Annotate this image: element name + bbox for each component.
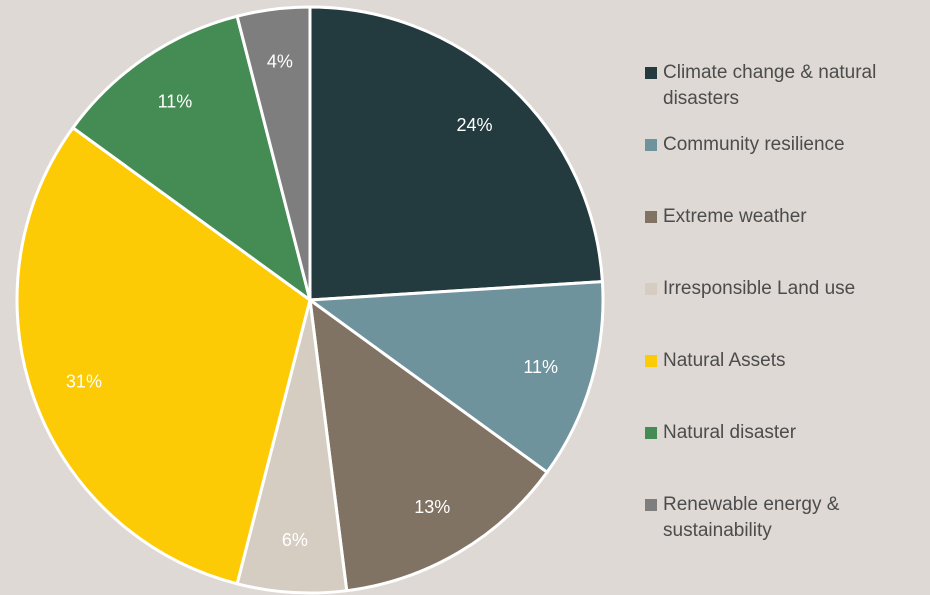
- slice-value-label-irresponsible-land-use: 6%: [282, 530, 308, 550]
- slice-value-label-climate-change: 24%: [456, 115, 492, 135]
- legend-label-renewable-energy: Renewable energy & sustainability: [663, 494, 840, 541]
- slice-value-label-extreme-weather: 13%: [414, 497, 450, 517]
- legend-label-irresponsible-land-use: Irresponsible Land use: [663, 278, 856, 299]
- pie-slice-community-resilience: [308, 280, 605, 474]
- legend-label-natural-disaster: Natural disaster: [663, 422, 797, 443]
- legend-label-extreme-weather: Extreme weather: [663, 206, 807, 227]
- slice-value-label-natural-assets: 31%: [66, 371, 102, 391]
- legend-swatch-natural-assets: [645, 355, 657, 367]
- legend-swatch-renewable-energy: [645, 499, 657, 511]
- pie-slice-climate-change: [308, 5, 604, 302]
- legend-label-climate-change: Climate change & natural disasters: [663, 62, 877, 109]
- legend-swatch-community-resilience: [645, 139, 657, 151]
- pie-slice-natural-assets: [15, 126, 312, 586]
- legend-swatch-natural-disaster: [645, 427, 657, 439]
- slice-value-label-natural-disaster: 11%: [158, 91, 193, 111]
- legend-swatch-irresponsible-land-use: [645, 283, 657, 295]
- legend-label-natural-assets: Natural Assets: [663, 350, 786, 371]
- legend-swatch-climate-change: [645, 67, 657, 79]
- pie-slice-natural-disaster: [71, 14, 312, 302]
- legend-swatch-extreme-weather: [645, 211, 657, 223]
- slice-value-label-community-resilience: 11%: [523, 357, 558, 377]
- pie-slice-renewable-energy: [235, 5, 312, 302]
- legend-label-community-resilience: Community resilience: [663, 134, 845, 155]
- slice-value-label-renewable-energy: 4%: [267, 52, 293, 72]
- pie-slice-extreme-weather: [308, 298, 549, 593]
